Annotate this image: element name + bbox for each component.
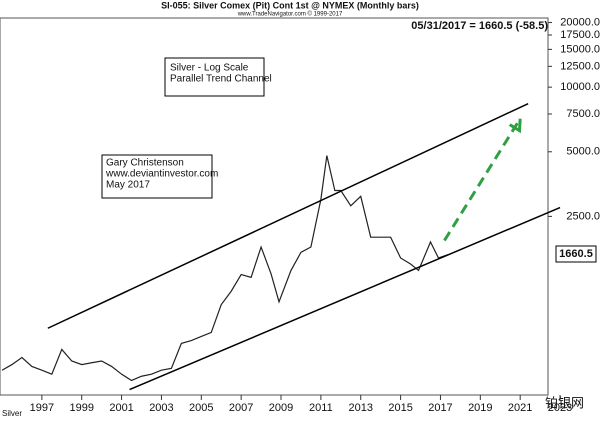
x-tick-label: 2005 [189, 402, 213, 414]
symbol-label: Silver [2, 409, 22, 418]
trend-line [129, 206, 561, 391]
x-tick-label: 2009 [269, 402, 293, 414]
x-tick-label: 2003 [149, 402, 173, 414]
x-tick-label: 2007 [229, 402, 253, 414]
y-tick-label: 2500.0 [566, 210, 600, 222]
x-tick-label: 2001 [109, 402, 133, 414]
y-tick-label: 10000.0 [560, 81, 600, 93]
arrow-head [508, 118, 522, 134]
y-tick-label: 7500.0 [566, 108, 600, 120]
annotation-text: www.deviantinvestor.com [105, 169, 218, 180]
y-tick-label: 15000.0 [560, 43, 600, 55]
price-line [1, 155, 449, 382]
annotation-text: May 2017 [106, 180, 150, 191]
x-tick-label: 2021 [508, 402, 532, 414]
annotation-text: Parallel Trend Channel [170, 74, 272, 85]
annotation-box [164, 57, 265, 97]
x-tick-label: 2023 [548, 402, 572, 414]
annotation-text: Gary Christenson [106, 158, 184, 169]
x-tick-label: 2011 [309, 402, 333, 414]
projection-arrow [443, 117, 522, 242]
annotation-text: Silver - Log Scale [170, 63, 249, 74]
y-tick-label: 12500.0 [560, 60, 600, 72]
y-tick-label: 20000.0 [560, 16, 600, 28]
last-quote: 05/31/2017 = 1660.5 (-58.5) [411, 20, 548, 32]
x-tick-label: 1999 [69, 402, 93, 414]
chart-title: SI-055: Silver Comex (Pit) Cont 1st @ NY… [161, 0, 419, 10]
y-tick-label: 5000.0 [566, 146, 600, 158]
x-tick-label: 2017 [428, 402, 452, 414]
last-price-label: 1660.5 [559, 248, 593, 260]
annotation-box [101, 154, 213, 199]
last-price-box [555, 245, 597, 263]
x-tick-label: 1997 [30, 402, 54, 414]
y-tick-label: 17500.0 [560, 29, 600, 41]
x-tick-label: 2015 [388, 402, 412, 414]
watermark: 铂银网 [545, 395, 584, 410]
subtitle: www.TradeNavigator.com © 1999-2017 [237, 11, 343, 18]
x-tick-label: 2013 [348, 402, 372, 414]
trend-line [47, 102, 529, 329]
x-tick-label: 2019 [468, 402, 492, 414]
plot-frame [0, 17, 549, 396]
